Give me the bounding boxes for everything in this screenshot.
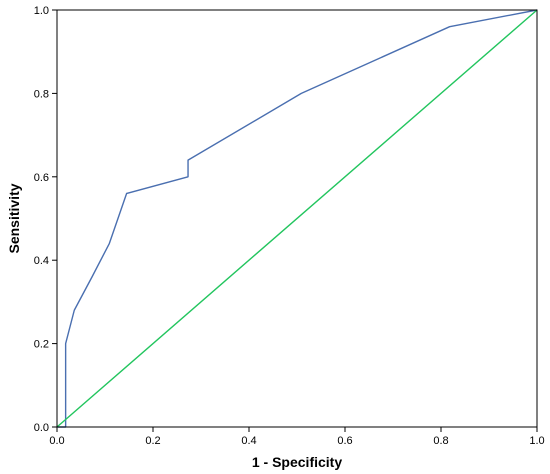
x-axis-title: 1 - Specificity [252,454,342,470]
ticks-layer: 0.0 0.2 0.4 0.6 0.8 1.0 0.0 0.2 0.4 0.6 0.8 1.0 [34,5,545,447]
series-layer [56,9,538,428]
roc-curve-line [57,9,538,428]
x-tick-label: 1.0 [529,435,544,447]
x-tick-label: 0.8 [433,435,448,447]
plot-frame [56,9,538,428]
reference-diagonal-line [56,9,538,428]
x-tick-label: 0.0 [49,435,64,447]
x-tick-label: 0.4 [241,435,256,447]
x-tick-label: 0.6 [337,435,352,447]
y-tick-label: 1.0 [34,5,49,17]
y-tick-label: 0.4 [34,255,49,267]
y-tick-label: 0.8 [34,88,49,100]
y-axis-title: Sensitivity [6,183,22,253]
x-tick-label: 0.2 [145,435,160,447]
y-tick-label: 0.2 [34,339,49,351]
y-tick-label: 0.0 [34,422,49,434]
y-tick-label: 0.6 [34,172,49,184]
